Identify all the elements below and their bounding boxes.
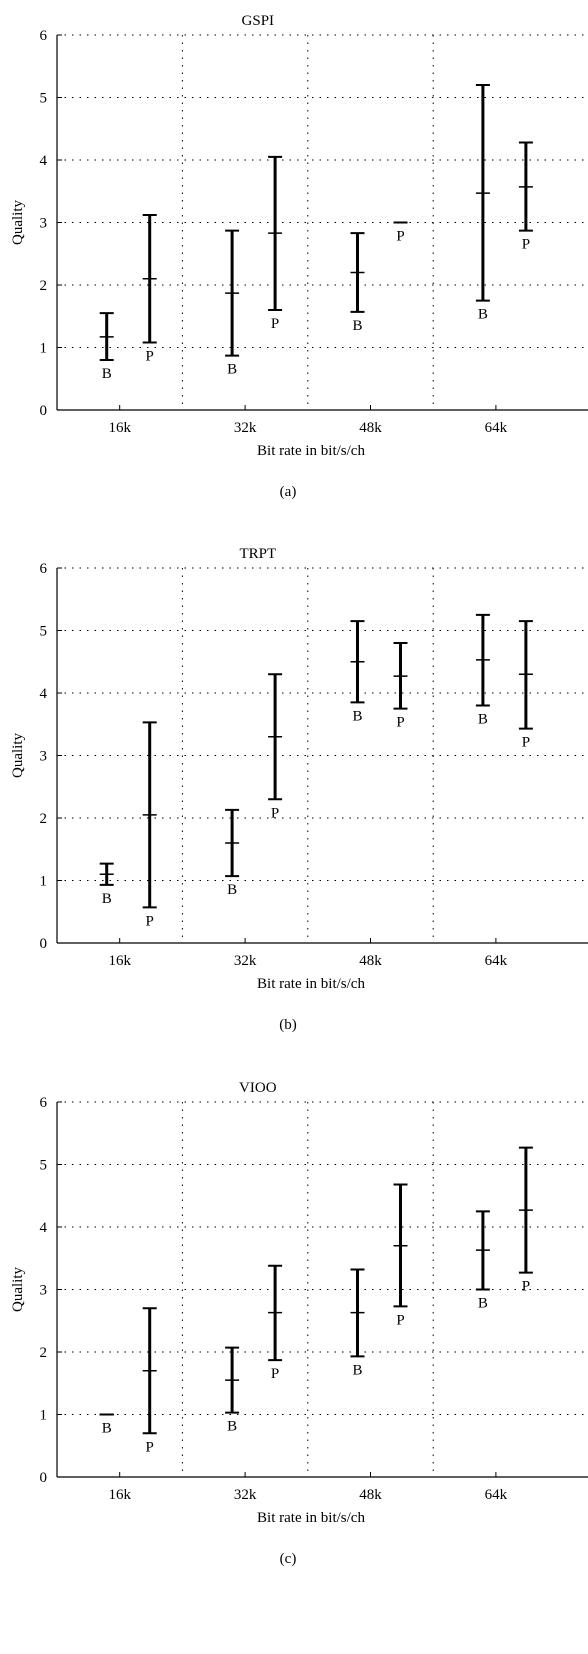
error-bar-b: B bbox=[225, 1346, 240, 1435]
y-tick-label: 0 bbox=[40, 1470, 48, 1486]
error-bar-b: B bbox=[350, 1268, 365, 1378]
series-label-p: P bbox=[271, 1366, 279, 1382]
y-tick-label: 4 bbox=[40, 153, 48, 169]
x-axis-label: Bit rate in bit/s/ch bbox=[257, 1510, 365, 1526]
series-label-b: B bbox=[352, 318, 362, 334]
error-bar-b: B bbox=[225, 229, 240, 378]
chart-panel-1: GSPI 0 1 2 3 4 5 6 16k 32k 48k 64k Bit rate in bit/s… bbox=[10, 13, 588, 500]
series-label-p: P bbox=[522, 735, 530, 751]
y-tick-label: 5 bbox=[40, 91, 48, 107]
series-label-b: B bbox=[478, 1296, 488, 1312]
x-tick-label: 48k bbox=[359, 1487, 382, 1503]
error-bar-p: P bbox=[268, 673, 283, 821]
series-label-p: P bbox=[146, 349, 154, 365]
error-bar-p: P bbox=[142, 721, 157, 929]
panel-label: (c) bbox=[280, 1551, 297, 1567]
y-tick-label: 3 bbox=[40, 1283, 48, 1299]
series-label-p: P bbox=[522, 237, 530, 253]
series-label-p: P bbox=[396, 715, 404, 731]
x-tick-label: 16k bbox=[108, 953, 131, 969]
x-tick-label: 32k bbox=[234, 1487, 257, 1503]
chart-panel-2: TRPT 0 1 2 3 4 5 6 16k 32k 48k 64k Bit rate in bit/s… bbox=[10, 546, 588, 1033]
error-bar-p: P bbox=[393, 221, 408, 245]
error-bar-p: P bbox=[518, 1146, 533, 1295]
x-tick-label: 48k bbox=[359, 953, 382, 969]
series-label-p: P bbox=[271, 805, 279, 821]
error-bar-b: B bbox=[99, 862, 114, 907]
series-label-p: P bbox=[522, 1279, 530, 1295]
series-label-b: B bbox=[227, 882, 237, 898]
series-label-b: B bbox=[352, 1362, 362, 1378]
error-bar-p: P bbox=[518, 141, 533, 253]
y-tick-label: 6 bbox=[40, 1095, 48, 1111]
y-tick-label: 5 bbox=[40, 624, 48, 640]
error-bar-p: P bbox=[142, 214, 157, 365]
chart-title: VIOO bbox=[239, 1080, 277, 1096]
y-tick-label: 0 bbox=[40, 403, 48, 419]
chart-title: GSPI bbox=[242, 13, 275, 29]
series-label-b: B bbox=[227, 1419, 237, 1435]
x-tick-label: 32k bbox=[234, 953, 257, 969]
error-bar-b: B bbox=[350, 620, 365, 724]
x-tick-label: 64k bbox=[485, 1487, 508, 1503]
x-axis-label: Bit rate in bit/s/ch bbox=[257, 443, 365, 459]
series-label-b: B bbox=[352, 708, 362, 724]
chart-panel-3: VIOO 0 1 2 3 4 5 6 16k 32k 48k 64k Bit rate in bit/s… bbox=[10, 1080, 588, 1567]
series-label-p: P bbox=[396, 1312, 404, 1328]
series-label-b: B bbox=[227, 362, 237, 378]
error-bar-p: P bbox=[393, 1183, 408, 1328]
series-label-p: P bbox=[146, 913, 154, 929]
y-tick-label: 4 bbox=[40, 686, 48, 702]
y-axis-label: Quality bbox=[10, 200, 26, 245]
error-bar-b: B bbox=[475, 1210, 490, 1312]
series-label-b: B bbox=[478, 712, 488, 728]
y-tick-label: 0 bbox=[40, 936, 48, 952]
error-bar-p: P bbox=[268, 155, 283, 332]
y-axis-label: Quality bbox=[10, 733, 26, 778]
series-label-b: B bbox=[102, 1421, 112, 1437]
error-bar-b: B bbox=[475, 84, 490, 323]
error-bar-p: P bbox=[268, 1264, 283, 1382]
x-axis-label: Bit rate in bit/s/ch bbox=[257, 976, 365, 992]
error-bar-b: B bbox=[99, 1413, 114, 1437]
y-tick-label: 1 bbox=[40, 874, 48, 890]
y-tick-label: 1 bbox=[40, 341, 48, 357]
error-bar-b: B bbox=[475, 613, 490, 728]
y-tick-label: 6 bbox=[40, 28, 48, 44]
error-bar-b: B bbox=[225, 808, 240, 898]
x-tick-label: 32k bbox=[234, 420, 257, 436]
y-tick-label: 3 bbox=[40, 216, 48, 232]
error-bar-b: B bbox=[99, 312, 114, 382]
y-tick-label: 6 bbox=[40, 561, 48, 577]
chart-title: TRPT bbox=[239, 546, 276, 562]
x-tick-label: 64k bbox=[485, 420, 508, 436]
y-tick-label: 2 bbox=[40, 1345, 48, 1361]
y-tick-label: 3 bbox=[40, 749, 48, 765]
series-label-b: B bbox=[102, 891, 112, 907]
y-tick-label: 2 bbox=[40, 278, 48, 294]
error-bar-p: P bbox=[518, 620, 533, 751]
panel-label: (a) bbox=[280, 484, 297, 500]
panel-label: (b) bbox=[279, 1017, 297, 1033]
x-tick-label: 48k bbox=[359, 420, 382, 436]
error-bar-p: P bbox=[142, 1307, 157, 1455]
y-tick-label: 2 bbox=[40, 811, 48, 827]
series-label-p: P bbox=[271, 316, 279, 332]
series-label-p: P bbox=[396, 229, 404, 245]
series-label-b: B bbox=[478, 307, 488, 323]
y-tick-label: 5 bbox=[40, 1158, 48, 1174]
series-label-p: P bbox=[146, 1439, 154, 1455]
y-tick-label: 1 bbox=[40, 1408, 48, 1424]
x-tick-label: 16k bbox=[108, 420, 131, 436]
y-tick-label: 4 bbox=[40, 1220, 48, 1236]
error-bar-b: B bbox=[350, 232, 365, 334]
y-axis-label: Quality bbox=[10, 1267, 26, 1312]
x-tick-label: 16k bbox=[108, 1487, 131, 1503]
series-label-b: B bbox=[102, 366, 112, 382]
error-bar-p: P bbox=[393, 642, 408, 731]
x-tick-label: 64k bbox=[485, 953, 508, 969]
